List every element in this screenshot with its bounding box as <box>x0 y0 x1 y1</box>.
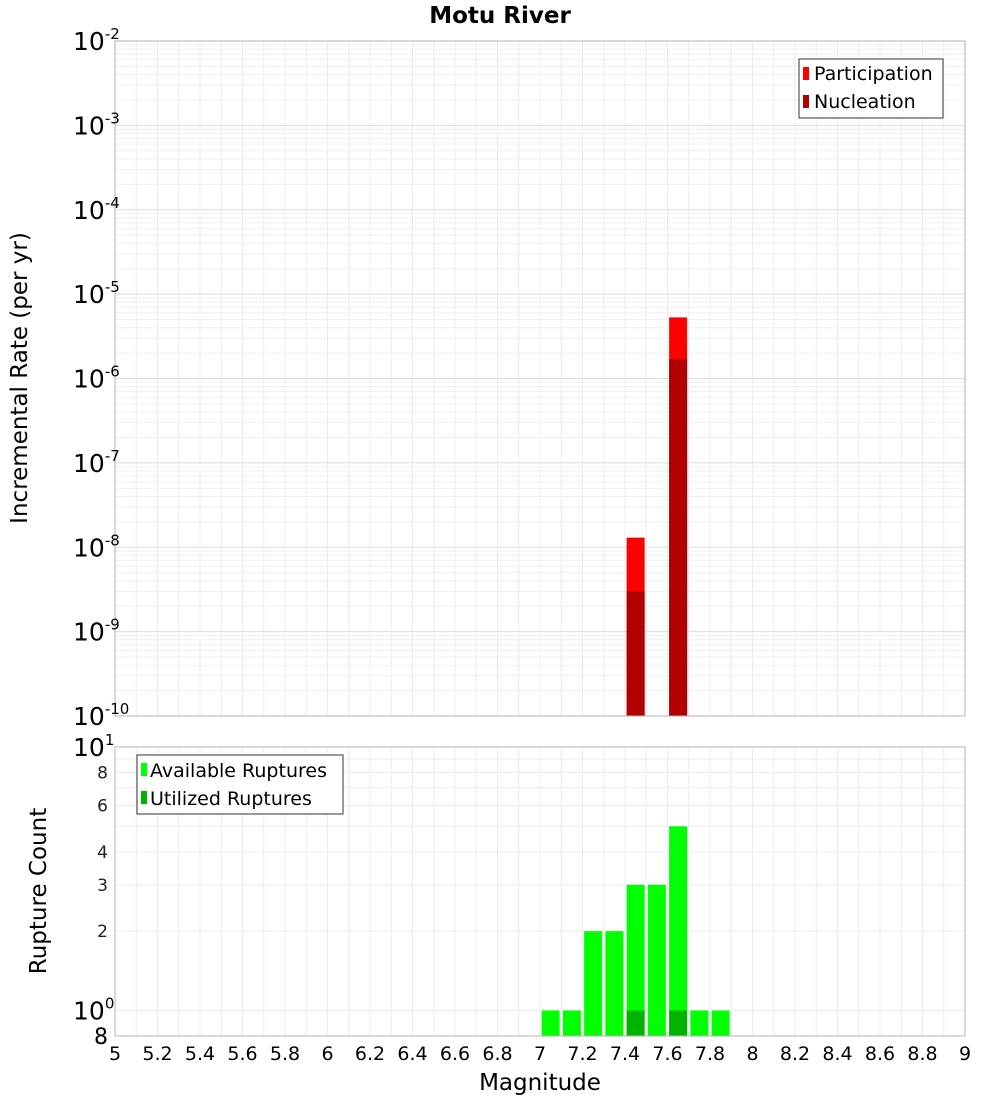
bar-available-ruptures-7.65 <box>669 826 688 1036</box>
bar-available-ruptures-7.15 <box>562 1010 581 1036</box>
bottom-bars <box>541 826 730 1036</box>
x-axis-label: Magnitude <box>479 1070 601 1096</box>
x-tick-label: 8.8 <box>907 1043 937 1065</box>
x-tick-label: 8.2 <box>780 1043 810 1065</box>
y-tick-label: 10-2 <box>73 25 120 56</box>
bar-available-ruptures-7.35 <box>605 931 624 1036</box>
bar-available-ruptures-7.85 <box>711 1010 730 1036</box>
bar-available-ruptures-7.55 <box>647 884 666 1036</box>
y-tick-label: 10-3 <box>73 109 120 140</box>
legend-swatch-nucleation <box>803 95 809 108</box>
legend-swatch-participation <box>803 67 809 80</box>
x-tick-label: 7 <box>534 1043 546 1065</box>
x-tick-label: 6.2 <box>355 1043 385 1065</box>
x-tick-label: 5.4 <box>185 1043 215 1065</box>
top-grid <box>114 41 966 717</box>
x-tick-label: 7.8 <box>695 1043 725 1065</box>
bottom-plot-border <box>114 746 966 1037</box>
bottom-legend: Available Ruptures Utilized Ruptures <box>136 754 344 815</box>
legend-label-utilized-ruptures: Utilized Ruptures <box>150 788 312 810</box>
bottom-legend-box <box>136 754 344 815</box>
y-tick-label: 8 <box>94 1025 108 1050</box>
y-tick-label: 10-10 <box>73 700 129 731</box>
x-tick-label: 7.6 <box>652 1043 682 1065</box>
chart-title: Motu River <box>429 3 571 29</box>
x-tick-label: 8.4 <box>822 1043 852 1065</box>
y-tick-label: 10-6 <box>73 363 120 394</box>
x-tick-label: 5.8 <box>270 1043 300 1065</box>
y-tick-label: 10-4 <box>73 194 120 225</box>
y-tick-label: 3 <box>97 876 108 896</box>
x-tick-label: 7.2 <box>567 1043 597 1065</box>
legend-label-available-ruptures: Available Ruptures <box>150 760 327 782</box>
top-y-axis-label: Incremental Rate (per yr) <box>7 232 33 524</box>
bar-utilized-ruptures-7.45 <box>626 1010 645 1036</box>
legend-label-nucleation: Nucleation <box>814 91 916 113</box>
x-tick-label: 9 <box>959 1043 971 1065</box>
y-tick-label: 6 <box>97 796 108 816</box>
x-tick-label: 6 <box>321 1043 333 1065</box>
x-tick-label: 5.2 <box>142 1043 172 1065</box>
legend-swatch-utilized-ruptures <box>141 791 147 804</box>
bar-nucleation-7.65 <box>669 359 688 716</box>
top-y-tick-labels: 10-2 10-3 10-4 10-5 10-6 10-7 10-8 10-9 10-10 <box>73 25 129 731</box>
bar-utilized-ruptures-7.65 <box>669 1010 688 1036</box>
x-tick-labels: 5 5.2 5.4 5.6 5.8 6 6.2 6.4 6.6 6.8 7 7.2 7.4 7.6 7.8 8… <box>109 1043 971 1065</box>
x-tick-label: 5 <box>109 1043 121 1065</box>
y-tick-label: 2 <box>97 922 108 942</box>
x-tick-label: 7.4 <box>610 1043 640 1065</box>
top-plot-border <box>114 40 966 717</box>
y-tick-label: 8 <box>97 764 108 784</box>
x-tick-label: 8 <box>746 1043 758 1065</box>
top-legend: Participation Nucleation <box>798 58 944 119</box>
bar-nucleation-7.45 <box>626 591 645 716</box>
bar-available-ruptures-7.05 <box>541 1010 560 1036</box>
x-tick-label: 8.6 <box>865 1043 895 1065</box>
y-tick-label: 10-8 <box>73 531 120 562</box>
bar-available-ruptures-7.75 <box>690 1010 709 1036</box>
top-legend-box <box>798 58 944 119</box>
x-tick-label: 6.6 <box>440 1043 470 1065</box>
x-tick-label: 5.6 <box>227 1043 257 1065</box>
x-tick-label: 6.8 <box>482 1043 512 1065</box>
y-tick-label: 4 <box>97 843 108 863</box>
y-tick-label: 10-9 <box>73 616 120 647</box>
legend-swatch-available-ruptures <box>141 763 147 776</box>
top-bars <box>626 317 688 716</box>
y-tick-label: 10-5 <box>73 278 120 309</box>
legend-label-participation: Participation <box>814 63 933 85</box>
y-tick-label: 100 <box>73 994 114 1025</box>
bar-available-ruptures-7.25 <box>584 931 603 1036</box>
y-tick-label: 10-7 <box>73 447 120 478</box>
bottom-y-axis-label: Rupture Count <box>26 808 52 974</box>
y-tick-label: 101 <box>73 731 114 762</box>
bar-available-ruptures-7.45 <box>626 884 645 1036</box>
top-plot-panel: 10-2 10-3 10-4 10-5 10-6 10-7 10-8 10-9 10-10 In… <box>7 25 966 731</box>
x-tick-label: 6.4 <box>397 1043 427 1065</box>
